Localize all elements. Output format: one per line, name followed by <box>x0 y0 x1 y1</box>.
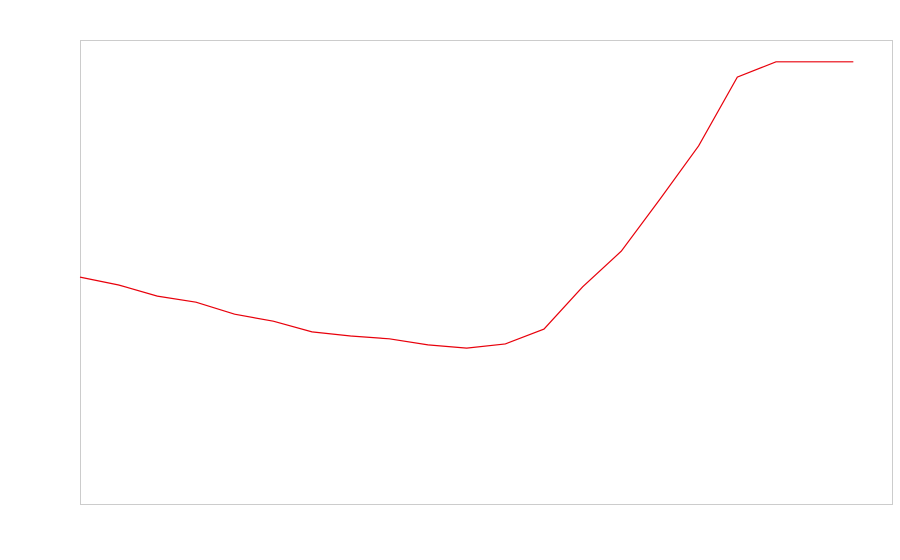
plot-frame <box>80 40 893 505</box>
data-line <box>79 61 854 349</box>
